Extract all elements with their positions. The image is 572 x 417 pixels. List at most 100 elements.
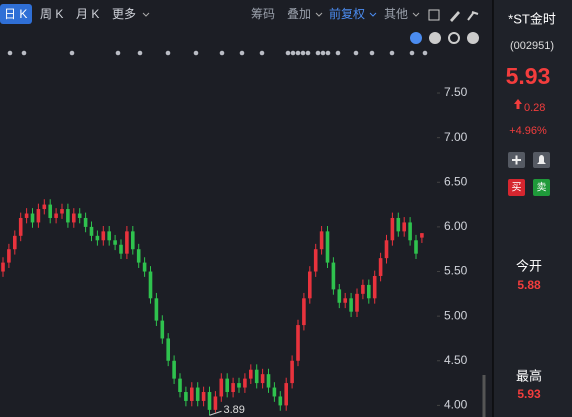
candle-body [166,338,170,361]
event-dot [290,50,296,56]
candle-body [284,383,288,406]
tool-icon[interactable] [467,11,479,21]
candle-body [266,374,271,388]
candle-body [60,209,64,214]
candle-body [372,275,377,299]
high-label: 最高 [516,368,542,383]
candle-body [219,378,224,397]
y-tick-label: 7.00 [444,130,468,144]
y-tick-label: 6.00 [444,219,468,233]
low-pointer [209,410,222,416]
y-tick-label: 5.50 [444,264,468,278]
chevron [142,12,150,17]
adjust[interactable]: 前复权 [329,6,365,21]
plus [512,155,521,165]
candle-body [249,369,253,379]
open: 5.88 [517,278,541,292]
event-dot [295,50,301,56]
candle-body [89,226,94,236]
more[interactable]: 更多 [112,7,136,21]
candle-body [72,213,76,223]
pen-icon[interactable] [450,11,460,22]
candle-body [325,231,330,263]
event-dot [69,50,75,56]
plot: 4.00 4.50 5.00 5.50 6.00 6.50 7.00 7.50 3.89 [1,85,468,416]
up-arrow [514,99,522,109]
candle-body [367,284,371,299]
sell-button[interactable] [533,179,550,196]
zoom-out[interactable] [410,32,422,44]
overlay[interactable]: 叠加 [287,7,311,21]
event-dot [219,50,225,56]
candle-body [36,209,41,223]
event-dot [285,50,291,56]
candle-body [125,231,129,254]
candle-body [225,378,229,393]
tab-day[interactable]: 日 K [4,7,27,21]
chevron [412,12,420,17]
high: 5.93 [517,387,541,401]
candle-body [160,320,165,339]
candle-body [1,262,5,272]
candle-body [24,213,29,218]
candle-body [319,231,324,250]
candle-body [402,222,406,232]
event-dot [353,50,359,56]
change: 0.28 [524,102,545,114]
candle-body [30,213,35,223]
candle-body [107,231,111,241]
candle-body [396,217,401,232]
tab-active[interactable] [0,4,32,24]
tab-month[interactable]: 月 K [76,7,99,21]
event-dot [325,50,331,56]
event-dot [335,50,341,56]
candle-body [331,262,336,290]
zoom-in[interactable] [429,32,441,44]
y-tick-label: 4.50 [444,353,468,367]
event-dot [315,50,321,56]
y-tick-label: 4.00 [444,398,468,412]
chips[interactable]: 筹码 [251,7,275,21]
candle-body [337,289,342,303]
price: 5.93 [506,63,551,89]
candle-body [420,233,424,238]
candle-body [355,293,359,312]
candle-body [231,383,235,393]
other[interactable]: 其他 [384,7,408,21]
candle-body [113,240,117,245]
candle-body [48,204,52,218]
event-dot [389,50,395,56]
close[interactable] [467,32,479,44]
candle-body [290,360,294,384]
bell [537,155,546,164]
event-dot [165,50,171,56]
candle-body [296,325,300,361]
candle-body [361,284,365,294]
candle-body [378,258,383,276]
event-dot [239,50,245,56]
grid-icon[interactable] [428,9,440,21]
settings[interactable] [448,32,460,44]
sell[interactable]: 卖 [537,182,547,194]
buy[interactable]: 买 [512,182,522,194]
event-dots [7,50,428,56]
quote-panel [493,0,572,417]
event-dot [193,50,199,56]
candle-body [101,231,106,241]
stock-code: (002951) [510,40,554,52]
buy-button[interactable] [508,179,525,196]
candle-body [272,387,277,397]
candle-body [190,387,194,401]
candle-body [260,374,265,384]
low-label: 3.89 [224,404,245,416]
candle-body [178,378,182,393]
candle-body [66,209,70,223]
candle-body [83,217,88,227]
tab-week[interactable]: 周 K [40,7,63,21]
event-dot [369,50,375,56]
candle-body [42,204,47,210]
candle-body [136,249,141,263]
candle-body [343,298,347,303]
